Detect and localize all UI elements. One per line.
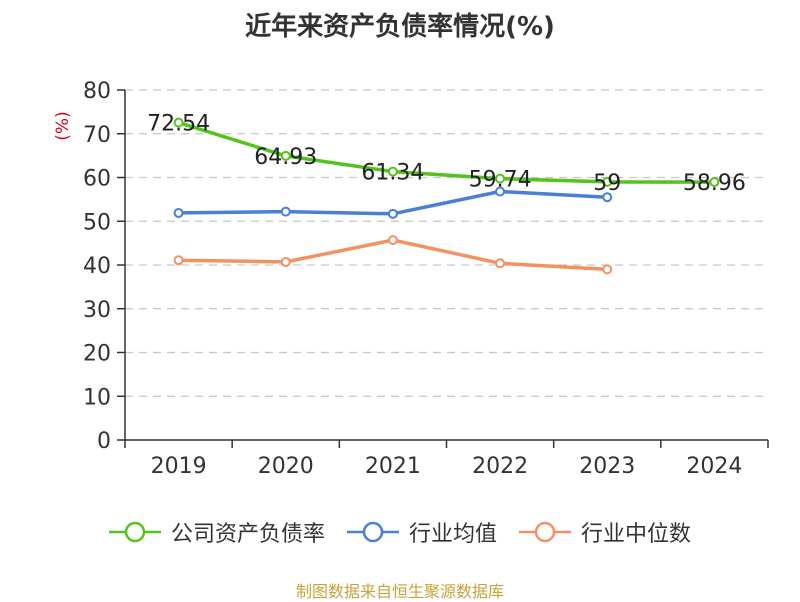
legend-line-marker-icon [519,519,571,545]
y-axis-unit-label: (%) [53,111,73,140]
axes: 0 10 20 30 40 50 60 70 80 2019 2020 2021 2022 2023 202… [53,79,769,479]
legend-label: 行业中位数 [581,522,692,547]
legend-line-marker-icon [108,519,161,545]
data-label: 64.93 [254,145,317,170]
x-tick-label: 2022 [472,454,528,479]
y-tick-label: 70 [83,123,111,148]
data-point [602,176,613,187]
data-point [280,206,291,217]
data-point [280,150,291,161]
data-point [173,255,184,266]
data-point [387,235,398,246]
series-line [176,120,717,184]
legend-label: 行业均值 [408,522,497,547]
data-point [709,177,720,188]
y-tick-label: 10 [83,385,111,410]
legend-line-marker-icon [346,519,399,545]
x-tick-label: 2019 [151,454,207,479]
data-point [173,117,184,128]
y-tick-label: 60 [83,167,111,192]
legend: 公司资产负债率 行业均值 行业中位数 [0,516,800,548]
x-tick-label: 2020 [258,454,314,479]
chart-title: 近年来资产负债率情况(%) [245,12,555,42]
grid-lines [125,89,768,397]
x-tick-label: 2024 [686,454,742,479]
data-point [602,264,613,275]
source-note: 制图数据来自恒生聚源数据库 [295,582,504,601]
series-lines [173,117,720,275]
data-label: 59.74 [469,168,532,193]
data-point [173,207,184,218]
y-tick-label: 80 [83,79,111,104]
y-tick-label: 30 [83,298,111,323]
data-point [602,192,613,203]
x-tick-label: 2021 [365,454,421,479]
data-label: 58.96 [683,171,746,196]
y-tick-label: 50 [83,210,111,235]
data-point [495,258,506,269]
x-tick-label: 2023 [579,454,635,479]
legend-item[interactable]: 行业均值 [346,516,497,548]
data-labels: 72.54 64.93 61.34 59.74 59 58.96 [147,112,746,196]
data-label: 61.34 [361,161,424,186]
legend-label: 公司资产负债率 [170,522,325,547]
legend-item[interactable]: 行业中位数 [519,516,691,548]
data-point [495,186,506,197]
y-tick-label: 0 [97,429,111,454]
y-tick-label: 40 [83,254,111,279]
data-point [387,208,398,219]
data-label: 72.54 [147,112,210,137]
legend-item[interactable]: 公司资产负债率 [108,516,325,548]
data-point [387,166,398,177]
data-label: 59 [593,171,621,196]
y-tick-label: 20 [83,342,111,367]
data-point [495,173,506,184]
data-point [280,256,291,267]
